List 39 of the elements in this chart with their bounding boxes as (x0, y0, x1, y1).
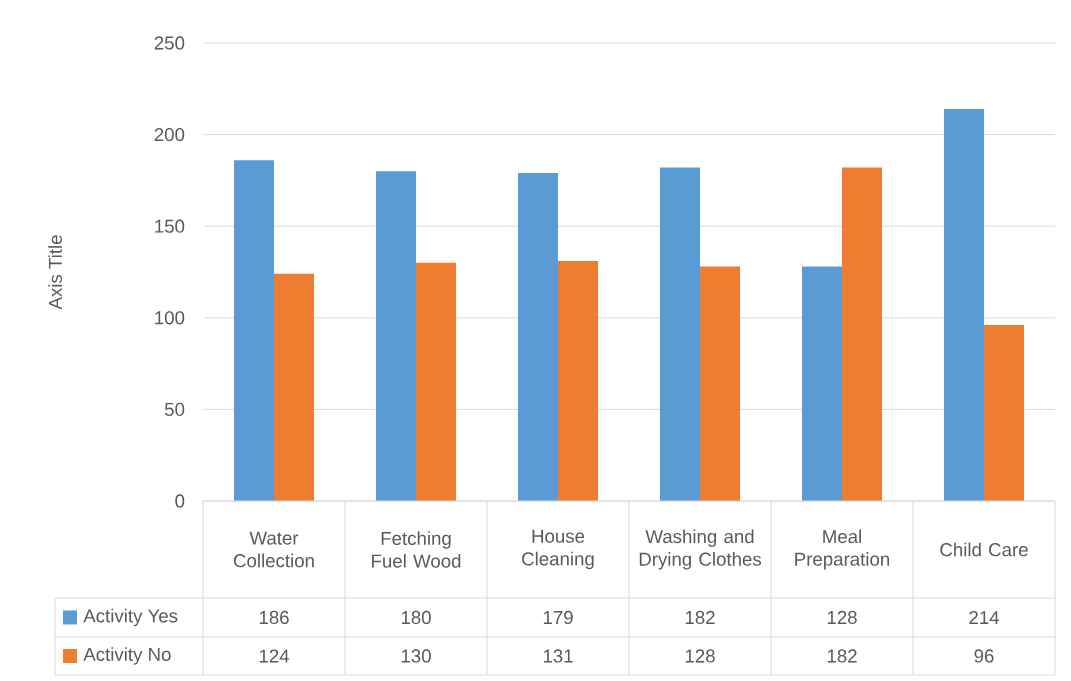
x-tick-label: Fetching Fuel Wood (372, 531, 461, 568)
y-tick-label: 0 (175, 494, 185, 508)
bar (943, 108, 984, 501)
data-label: 128 (827, 610, 857, 625)
data-label: 130 (401, 649, 431, 663)
data-label: 124 (259, 649, 290, 663)
bar (376, 171, 416, 501)
data-label: 179 (543, 610, 573, 625)
x-tick-label: Meal Preparation (795, 529, 890, 570)
data-label: 182 (827, 649, 857, 663)
data-label: 182 (685, 610, 715, 625)
y-tick-label: 150 (155, 219, 185, 233)
data-label: 128 (685, 649, 715, 663)
x-tick-label: Washing and Drying Clothes (639, 529, 762, 570)
data-label: 180 (401, 610, 431, 625)
bar (234, 160, 274, 501)
data-label: 214 (969, 610, 1000, 624)
y-tick-label: 200 (154, 127, 185, 142)
legend-label: Activity No (83, 647, 171, 665)
x-tick-label: Water Collection (233, 531, 314, 568)
y-tick-label: 50 (164, 402, 185, 416)
data-label: 186 (259, 610, 289, 625)
bar (841, 167, 882, 501)
x-tick-label: House Cleaning (522, 529, 594, 570)
data-label: 96 (974, 649, 994, 663)
data-label: 131 (543, 649, 573, 663)
y-axis-title: Axis Title (48, 235, 62, 310)
bar (416, 262, 456, 501)
y-tick-label: 100 (155, 311, 185, 325)
bar (660, 167, 700, 501)
legend-label: Activity Yes (83, 608, 178, 627)
bar (802, 266, 842, 501)
y-tick-label: 250 (154, 36, 185, 50)
bar (518, 173, 558, 501)
x-tick-label: Child Care (940, 542, 1028, 557)
bar (700, 266, 740, 501)
bar (983, 325, 1024, 501)
bar (558, 261, 598, 501)
bar (274, 273, 314, 501)
